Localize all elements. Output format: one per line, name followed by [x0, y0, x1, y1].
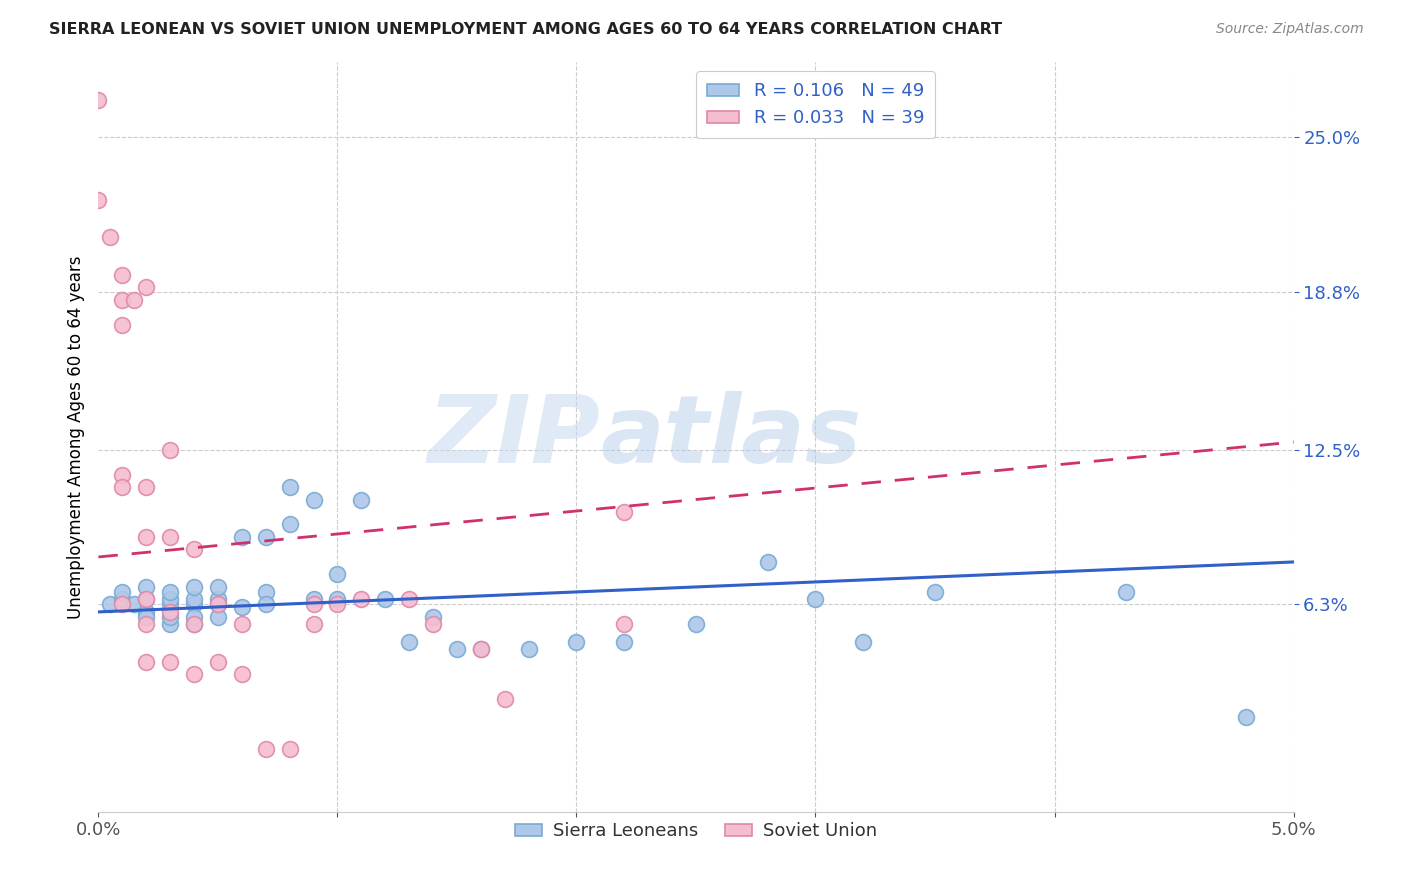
Point — [159, 442, 181, 457]
Point — [350, 492, 373, 507]
Point — [183, 610, 205, 624]
Text: atlas: atlas — [600, 391, 862, 483]
Point — [183, 592, 205, 607]
Point — [254, 598, 277, 612]
Point — [207, 580, 229, 594]
Point — [135, 592, 157, 607]
Point — [159, 610, 181, 624]
Legend: Sierra Leoneans, Soviet Union: Sierra Leoneans, Soviet Union — [508, 815, 884, 847]
Point — [98, 230, 122, 244]
Point — [135, 480, 157, 494]
Point — [302, 598, 325, 612]
Point — [517, 642, 540, 657]
Point — [111, 268, 134, 282]
Point — [135, 610, 157, 624]
Point — [159, 605, 181, 619]
Point — [183, 617, 205, 632]
Point — [613, 635, 636, 649]
Point — [207, 598, 229, 612]
Point — [111, 585, 134, 599]
Point — [470, 642, 492, 657]
Point — [302, 617, 325, 632]
Point — [326, 598, 349, 612]
Point — [111, 598, 134, 612]
Point — [111, 318, 134, 332]
Point — [326, 567, 349, 582]
Point — [804, 592, 827, 607]
Point — [207, 655, 229, 669]
Point — [135, 617, 157, 632]
Point — [852, 635, 875, 649]
Point — [159, 585, 181, 599]
Point — [183, 598, 205, 612]
Point — [924, 585, 946, 599]
Point — [159, 655, 181, 669]
Point — [398, 635, 420, 649]
Point — [111, 467, 134, 482]
Point — [207, 598, 229, 612]
Point — [613, 617, 636, 632]
Point — [756, 555, 779, 569]
Point — [135, 605, 157, 619]
Point — [326, 592, 349, 607]
Point — [111, 480, 134, 494]
Point — [278, 480, 301, 494]
Point — [565, 635, 588, 649]
Point — [111, 592, 134, 607]
Point — [159, 617, 181, 632]
Point — [398, 592, 420, 607]
Text: SIERRA LEONEAN VS SOVIET UNION UNEMPLOYMENT AMONG AGES 60 TO 64 YEARS CORRELATIO: SIERRA LEONEAN VS SOVIET UNION UNEMPLOYM… — [49, 22, 1002, 37]
Point — [278, 517, 301, 532]
Point — [135, 280, 157, 294]
Y-axis label: Unemployment Among Ages 60 to 64 years: Unemployment Among Ages 60 to 64 years — [66, 255, 84, 619]
Point — [1234, 710, 1257, 724]
Point — [302, 592, 325, 607]
Point — [254, 585, 277, 599]
Point — [494, 692, 516, 706]
Point — [159, 530, 181, 544]
Point — [278, 742, 301, 756]
Point — [254, 530, 277, 544]
Point — [135, 655, 157, 669]
Point — [124, 598, 146, 612]
Point — [135, 580, 157, 594]
Point — [422, 617, 444, 632]
Point — [87, 193, 110, 207]
Point — [374, 592, 396, 607]
Point — [254, 742, 277, 756]
Point — [135, 592, 157, 607]
Point — [207, 610, 229, 624]
Point — [183, 580, 205, 594]
Point — [302, 492, 325, 507]
Point — [231, 667, 253, 681]
Point — [350, 592, 373, 607]
Text: ZIP: ZIP — [427, 391, 600, 483]
Point — [1115, 585, 1137, 599]
Point — [231, 617, 253, 632]
Point — [98, 598, 122, 612]
Point — [685, 617, 707, 632]
Point — [470, 642, 492, 657]
Point — [231, 599, 253, 614]
Point — [446, 642, 468, 657]
Point — [124, 293, 146, 307]
Point — [183, 667, 205, 681]
Point — [231, 530, 253, 544]
Point — [111, 293, 134, 307]
Point — [183, 542, 205, 557]
Point — [159, 598, 181, 612]
Point — [87, 93, 110, 107]
Point — [135, 530, 157, 544]
Text: Source: ZipAtlas.com: Source: ZipAtlas.com — [1216, 22, 1364, 37]
Point — [613, 505, 636, 519]
Point — [183, 617, 205, 632]
Point — [159, 592, 181, 607]
Point — [207, 592, 229, 607]
Point — [422, 610, 444, 624]
